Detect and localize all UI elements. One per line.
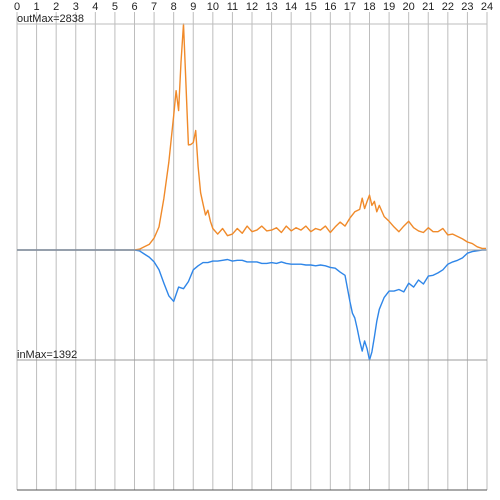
out-max-label: outMax=2838 [17, 13, 84, 25]
series-lines [17, 23, 486, 361]
max-annotations: outMax=2838 inMax=1392 [17, 13, 487, 491]
x-tick-label: 7 [151, 1, 157, 13]
x-tick-labels: 0 1 2 3 4 5 6 7 8 9 10 11 12 13 14 15 16 17 18 19 20 21 22 23 24 [14, 1, 493, 13]
x-tick-label: 10 [207, 1, 219, 13]
x-tick-label: 14 [285, 1, 297, 13]
x-tick-label: 1 [34, 1, 40, 13]
x-tick-label: 17 [344, 1, 356, 13]
series-line-out [17, 23, 486, 251]
x-tick-label: 8 [171, 1, 177, 13]
x-tick-label: 9 [190, 1, 196, 13]
x-tick-label: 4 [92, 1, 98, 13]
in-max-label: inMax=1392 [17, 349, 77, 361]
x-tick-label: 13 [265, 1, 277, 13]
x-tick-label: 2 [53, 1, 59, 13]
grid-lines [16, 12, 488, 490]
x-tick-label: 11 [227, 1, 238, 13]
x-tick-label: 19 [383, 1, 395, 13]
x-tick-label: 5 [112, 1, 118, 13]
x-tick-label: 24 [481, 1, 493, 13]
x-tick-label: 0 [14, 1, 20, 13]
x-tick-label: 18 [363, 1, 375, 13]
x-tick-label: 3 [73, 1, 79, 13]
x-tick-label: 6 [131, 1, 137, 13]
x-tick-label: 12 [246, 1, 258, 13]
x-tick-label: 22 [442, 1, 454, 13]
x-tick-label: 20 [403, 1, 415, 13]
series-line-in [17, 249, 486, 361]
x-tick-label: 15 [305, 1, 317, 13]
x-tick-label: 21 [422, 1, 434, 13]
x-tick-label: 23 [461, 1, 473, 13]
x-tick-label: 16 [324, 1, 336, 13]
